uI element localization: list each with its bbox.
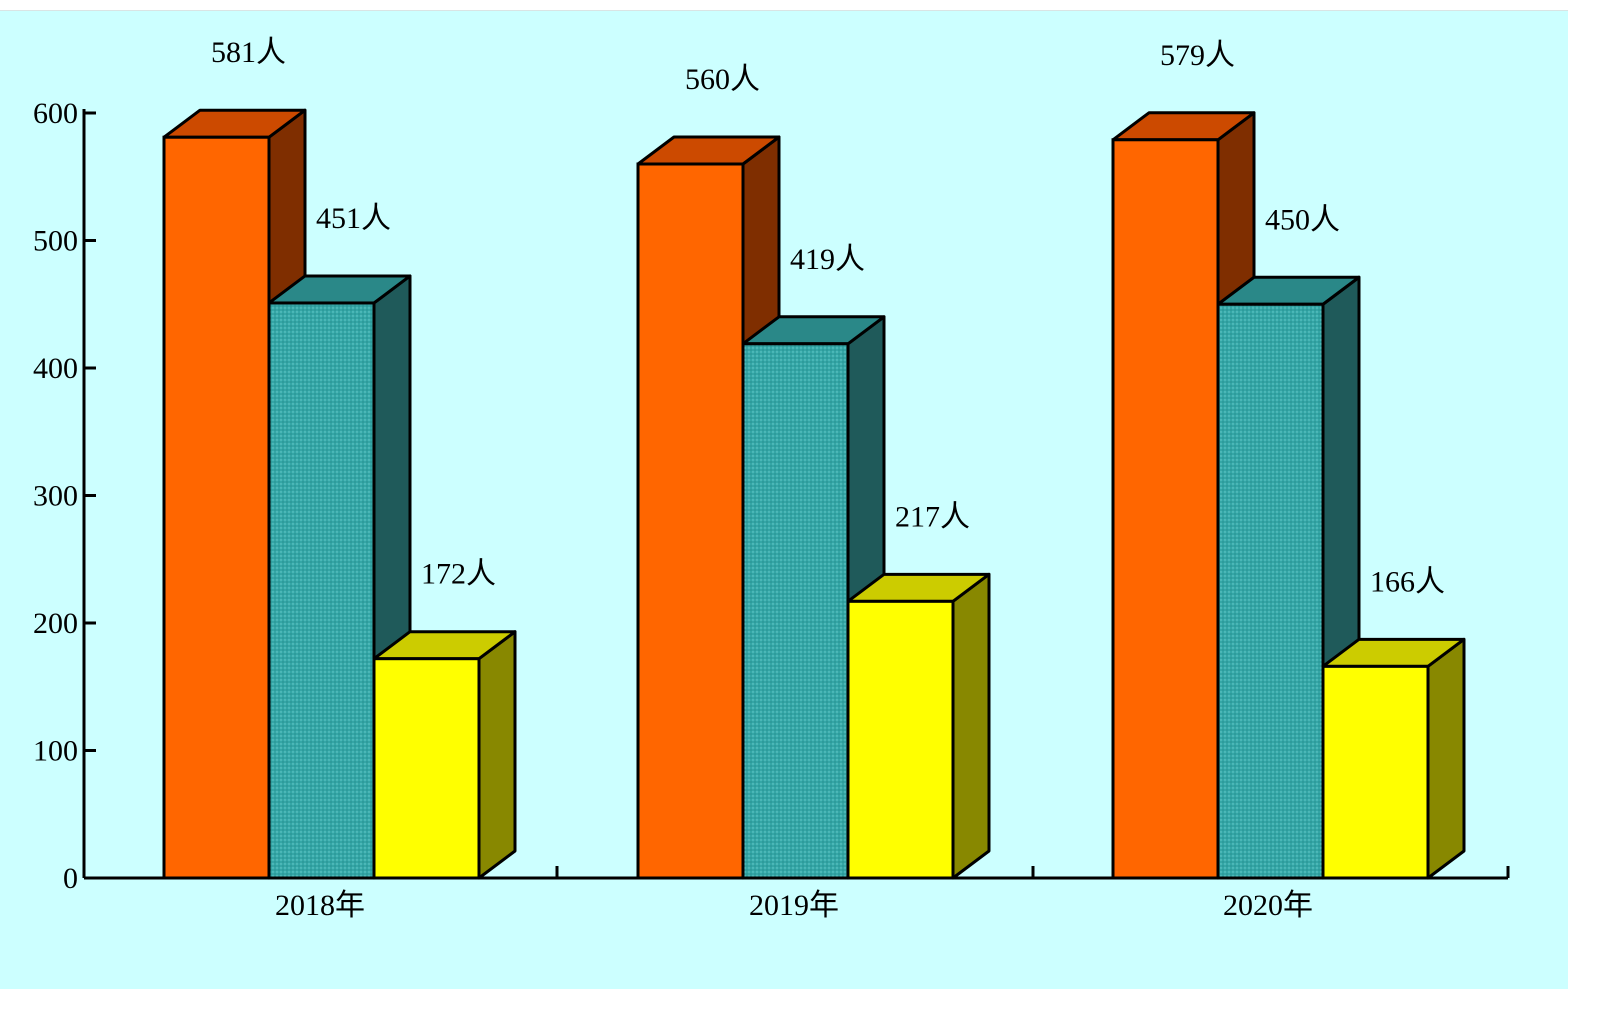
data-label: 166人 <box>1370 565 1445 598</box>
bar-side-face <box>477 630 517 880</box>
bar-front-face <box>1216 302 1325 880</box>
y-tick-label: 300 <box>33 480 78 513</box>
bar-side-face <box>1426 637 1466 880</box>
data-label: 419人 <box>790 243 865 276</box>
y-tick-label: 600 <box>33 97 78 130</box>
data-label: 451人 <box>316 202 391 235</box>
bar-front-face <box>1321 664 1430 880</box>
bar-chart: 0 100 200 300 400 500 600 2018年 2019年 2020年 581人 4… <box>33 36 1510 922</box>
x-category-label: 2018年 <box>275 889 365 922</box>
y-tick-label: 200 <box>33 607 78 640</box>
bar-side-face <box>951 572 991 880</box>
y-tick-label: 0 <box>63 862 78 895</box>
bar-yellow <box>846 572 991 880</box>
bar-front-face <box>636 162 745 880</box>
bar-yellow <box>372 630 517 880</box>
bar-front-face <box>372 657 481 880</box>
data-label: 560人 <box>685 63 760 96</box>
x-category-label: 2020年 <box>1223 889 1313 922</box>
data-label: 172人 <box>421 558 496 591</box>
bar-front-face <box>162 135 271 880</box>
labels: 581人 451人 172人 560人 419人 217人 579人 450人 166人 <box>211 36 1445 598</box>
data-label: 581人 <box>211 36 286 69</box>
bar-front-face <box>741 342 850 880</box>
bar-front-face <box>1111 138 1220 880</box>
chart-panel: 0 100 200 300 400 500 600 2018年 2019年 2020年 581人 4… <box>0 10 1568 989</box>
bar-front-face <box>267 301 376 880</box>
x-category-label: 2019年 <box>749 889 839 922</box>
bar-front-face <box>846 599 955 880</box>
bars <box>162 108 1466 880</box>
data-label: 450人 <box>1265 203 1340 236</box>
data-label: 579人 <box>1160 39 1235 72</box>
data-label: 217人 <box>895 500 970 533</box>
y-tick-label: 500 <box>33 225 78 258</box>
y-tick-label: 400 <box>33 352 78 385</box>
y-tick-label: 100 <box>33 735 78 768</box>
bar-yellow <box>1321 637 1466 880</box>
